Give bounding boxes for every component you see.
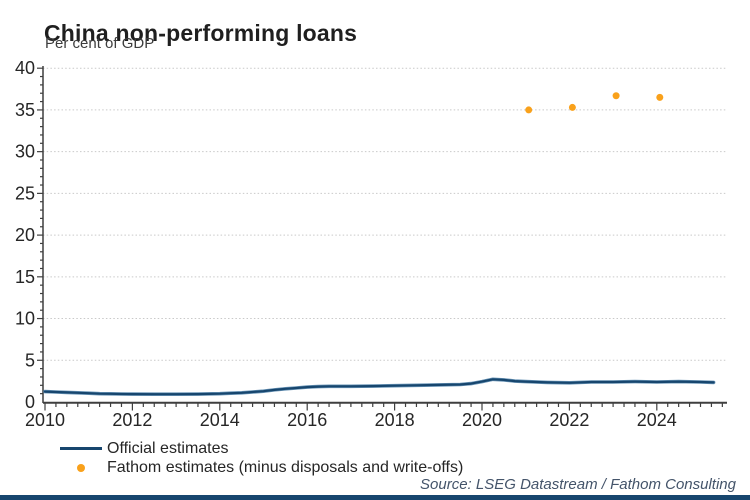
- svg-text:5: 5: [25, 350, 35, 370]
- y-gridlines: [43, 67, 726, 361]
- svg-text:2024: 2024: [637, 410, 677, 430]
- x-tick-labels: 2010 2012 2014 2016 2018 2020 2022 2024: [25, 410, 677, 430]
- svg-text:0: 0: [25, 392, 35, 412]
- svg-text:25: 25: [15, 183, 35, 203]
- svg-text:2018: 2018: [375, 410, 415, 430]
- fathom-dot: [656, 93, 664, 101]
- footer-brand-bar: [0, 495, 750, 500]
- svg-text:15: 15: [15, 267, 35, 287]
- source-credit: Source: LSEG Datastream / Fathom Consult…: [420, 476, 736, 493]
- chart-subtitle: Per cent of GDP: [45, 35, 155, 52]
- fathom-dots: [525, 92, 664, 114]
- svg-text:2012: 2012: [112, 410, 152, 430]
- chart-title: China non-performing loans: [44, 20, 358, 47]
- fathom-dot-swatch-icon: [58, 463, 104, 472]
- legend: Official estimates Fathom estimates (min…: [0, 439, 750, 477]
- svg-text:20: 20: [15, 225, 35, 245]
- official-line: [43, 377, 716, 397]
- svg-text:35: 35: [15, 100, 35, 120]
- svg-text:2010: 2010: [25, 410, 65, 430]
- svg-text:2016: 2016: [287, 410, 327, 430]
- fathom-dot: [568, 103, 576, 111]
- fathom-dot: [612, 92, 620, 100]
- svg-text:2020: 2020: [462, 410, 502, 430]
- svg-text:2014: 2014: [200, 410, 240, 430]
- legend-label-fathom: Fathom estimates (minus disposals and wr…: [107, 458, 464, 476]
- legend-label-official: Official estimates: [107, 439, 229, 457]
- legend-item-official: Official estimates: [0, 439, 750, 458]
- y-tick-labels: 0 5 10 15 20 25 30 35 40: [15, 58, 35, 412]
- svg-text:30: 30: [15, 142, 35, 162]
- legend-item-fathom: Fathom estimates (minus disposals and wr…: [0, 458, 750, 477]
- svg-text:10: 10: [15, 309, 35, 329]
- x-ticks: [44, 403, 723, 411]
- official-line-swatch-icon: [58, 447, 104, 450]
- axes: [42, 66, 727, 404]
- fathom-dot: [525, 106, 533, 114]
- svg-text:2022: 2022: [549, 410, 589, 430]
- svg-text:40: 40: [15, 58, 35, 78]
- y-ticks: [37, 67, 43, 395]
